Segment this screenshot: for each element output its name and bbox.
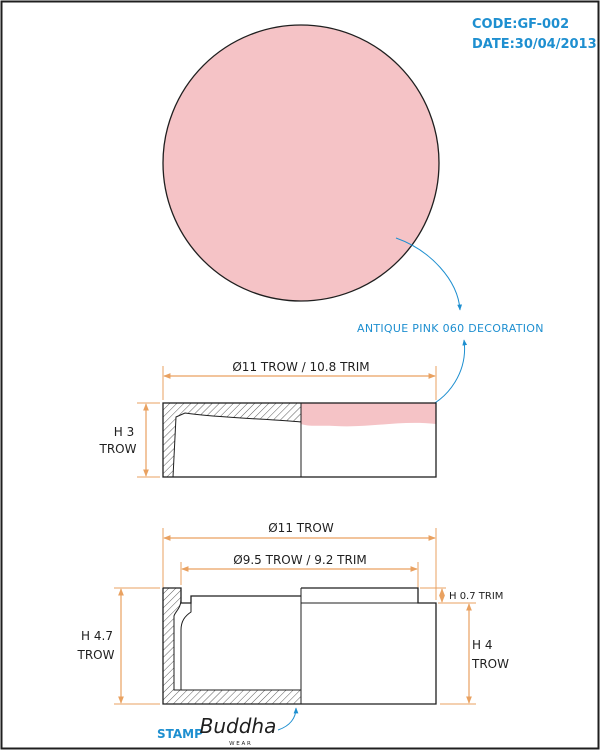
base-inner-wall-line	[180, 603, 192, 690]
date-label: DATE:30/04/2013	[472, 37, 597, 52]
stamp-label: STAMP	[157, 727, 203, 741]
lid-top-view-disc	[162, 24, 440, 302]
lid-height-label-2: TROW	[99, 442, 137, 456]
base-section-view	[162, 587, 437, 705]
lid-outline	[162, 402, 437, 478]
lid-height-label-1: H 3	[114, 425, 134, 439]
stamp-logo: Buddha	[200, 714, 277, 738]
base-outline	[162, 587, 437, 705]
decoration-callout-label: ANTIQUE PINK 060 DECORATION	[357, 322, 544, 335]
lid-wall-hatch	[162, 402, 302, 478]
base-outer-diameter-label: Ø11 TROW	[268, 521, 334, 535]
base-right-height-label-2: TROW	[471, 657, 509, 671]
stamp-callout-arrow	[277, 707, 299, 731]
rim-height-label: H 0.7 TRIM	[449, 591, 503, 602]
base-inner-diameter-label: Ø9.5 TROW / 9.2 TRIM	[233, 553, 366, 567]
base-wall-hatch	[162, 587, 302, 705]
lid-decoration-band	[301, 403, 436, 427]
base-right-height-label-1: H 4	[472, 638, 492, 652]
decoration-callout-arrow-bottom	[419, 339, 468, 411]
code-label: CODE:GF-002	[472, 17, 569, 32]
stamp-logo-sub: W E A R	[229, 741, 251, 747]
lid-diameter-label: Ø11 TROW / 10.8 TRIM	[232, 360, 369, 374]
base-left-height-label-2: TROW	[77, 648, 115, 662]
decoration-callout-arrow-top	[395, 237, 463, 311]
base-left-height-label-1: H 4.7	[81, 629, 113, 643]
base-outline-left-top	[163, 587, 301, 604]
lid-section-view	[162, 402, 437, 478]
